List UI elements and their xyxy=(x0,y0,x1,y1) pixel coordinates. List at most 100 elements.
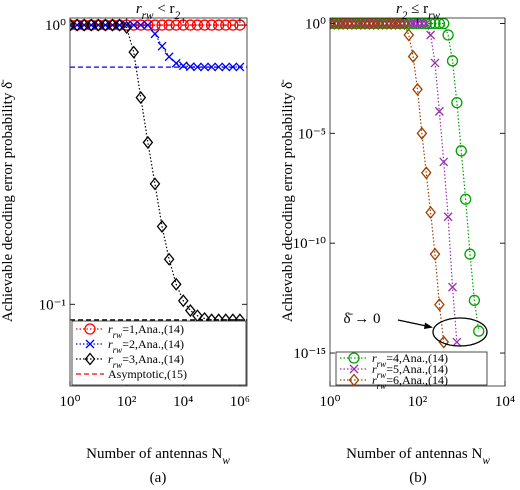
point xyxy=(122,20,132,30)
point xyxy=(429,18,441,30)
chart-title: rrw < r2 xyxy=(136,1,181,22)
point xyxy=(71,18,83,32)
point xyxy=(342,18,353,31)
series-line xyxy=(330,22,445,343)
x-tick-label: 10⁴ xyxy=(173,394,193,410)
point xyxy=(390,18,401,31)
chart-title-part: 2 xyxy=(175,10,181,22)
point xyxy=(425,205,436,220)
annotation-arrowhead xyxy=(424,322,433,329)
x-axis-label: Number of antennas Nw xyxy=(86,446,230,467)
y-tick-label: 10⁰ xyxy=(45,18,66,34)
point xyxy=(451,96,463,109)
point xyxy=(416,126,428,140)
point xyxy=(121,20,132,35)
point xyxy=(333,18,345,31)
point xyxy=(221,62,231,72)
point xyxy=(434,298,445,312)
legend: rrw=4,Ana.,(14)rrw=5,Ana.,(14)rrw=6,Ana.… xyxy=(335,351,488,391)
legend-label-part: r xyxy=(372,362,377,376)
point xyxy=(228,62,238,72)
annotation: δ̄ → 0 xyxy=(343,311,380,327)
point xyxy=(184,19,197,31)
point xyxy=(185,304,196,318)
x-tick-label: 10⁰ xyxy=(319,394,340,410)
point xyxy=(128,45,140,59)
point xyxy=(163,252,175,266)
point xyxy=(142,19,154,31)
x-tick-label: 10⁶ xyxy=(230,394,250,410)
point xyxy=(92,18,104,32)
point xyxy=(459,193,472,205)
point xyxy=(403,28,415,42)
point xyxy=(385,18,397,31)
legend-label: rrw=5,Ana.,(14) xyxy=(372,362,448,380)
point xyxy=(448,282,457,292)
series-line xyxy=(330,22,458,343)
point xyxy=(227,19,239,31)
point xyxy=(439,157,449,167)
chart-title-part: rw xyxy=(142,10,154,22)
point xyxy=(377,18,388,31)
point xyxy=(381,18,393,31)
legend-label-part: r xyxy=(372,351,377,365)
point xyxy=(200,62,209,72)
point xyxy=(85,18,97,32)
point xyxy=(464,248,476,260)
y-tick-label: 10⁻⁵ xyxy=(298,126,326,142)
legend-marker xyxy=(348,352,360,364)
chart-title: r2 ≤ rrw xyxy=(396,1,441,22)
point xyxy=(438,18,450,30)
point xyxy=(446,55,459,67)
point xyxy=(164,52,174,62)
point xyxy=(163,19,175,31)
legend-label: Asymptotic,(15) xyxy=(108,367,187,381)
legend-label: rrw=4,Ana.,(14) xyxy=(372,351,448,369)
point xyxy=(443,212,453,222)
chart-title-part: rw xyxy=(428,10,440,22)
point xyxy=(412,82,423,96)
point xyxy=(213,19,225,31)
series-line xyxy=(330,22,480,332)
point xyxy=(417,19,427,28)
point xyxy=(157,41,167,51)
point xyxy=(220,19,232,31)
legend-label-part: r xyxy=(108,352,113,366)
x-tick-label: 10² xyxy=(117,394,137,410)
series xyxy=(330,18,485,337)
point xyxy=(78,18,90,32)
point xyxy=(368,18,380,31)
point xyxy=(421,19,431,28)
legend-label-part: rw xyxy=(113,360,123,370)
legend-label-part: rw xyxy=(113,330,123,340)
series-line xyxy=(70,24,240,68)
point xyxy=(177,294,189,308)
point xyxy=(413,19,422,28)
point xyxy=(330,18,336,31)
y-tick-label: 10⁻¹ xyxy=(39,297,66,313)
point xyxy=(185,62,195,72)
legend-label-part: =4,Ana.,(14) xyxy=(386,351,448,365)
chart-title-part: ≤ r xyxy=(407,1,428,17)
point xyxy=(350,18,362,31)
x-axis-label: Number of antennas Nw xyxy=(346,446,490,467)
x-tick-label: 10² xyxy=(408,394,428,410)
point xyxy=(136,20,146,30)
point xyxy=(171,58,181,68)
legend-label: rrw=6,Ana.,(14) xyxy=(372,373,448,391)
x-axis-label-part: w xyxy=(222,455,230,467)
point xyxy=(426,30,436,40)
point xyxy=(170,19,182,31)
point xyxy=(399,18,410,31)
point xyxy=(150,29,160,39)
x-axis-label-part: w xyxy=(482,455,490,467)
point xyxy=(142,135,154,149)
point xyxy=(394,18,406,31)
point xyxy=(468,294,481,307)
point xyxy=(170,277,182,291)
legend-label-part: =1,Ana.,(14) xyxy=(122,322,184,336)
chart-title-part: r xyxy=(396,1,402,17)
y-tick-label: 10⁻¹⁰ xyxy=(293,236,326,252)
legend-marker xyxy=(85,339,95,349)
point xyxy=(207,62,217,72)
